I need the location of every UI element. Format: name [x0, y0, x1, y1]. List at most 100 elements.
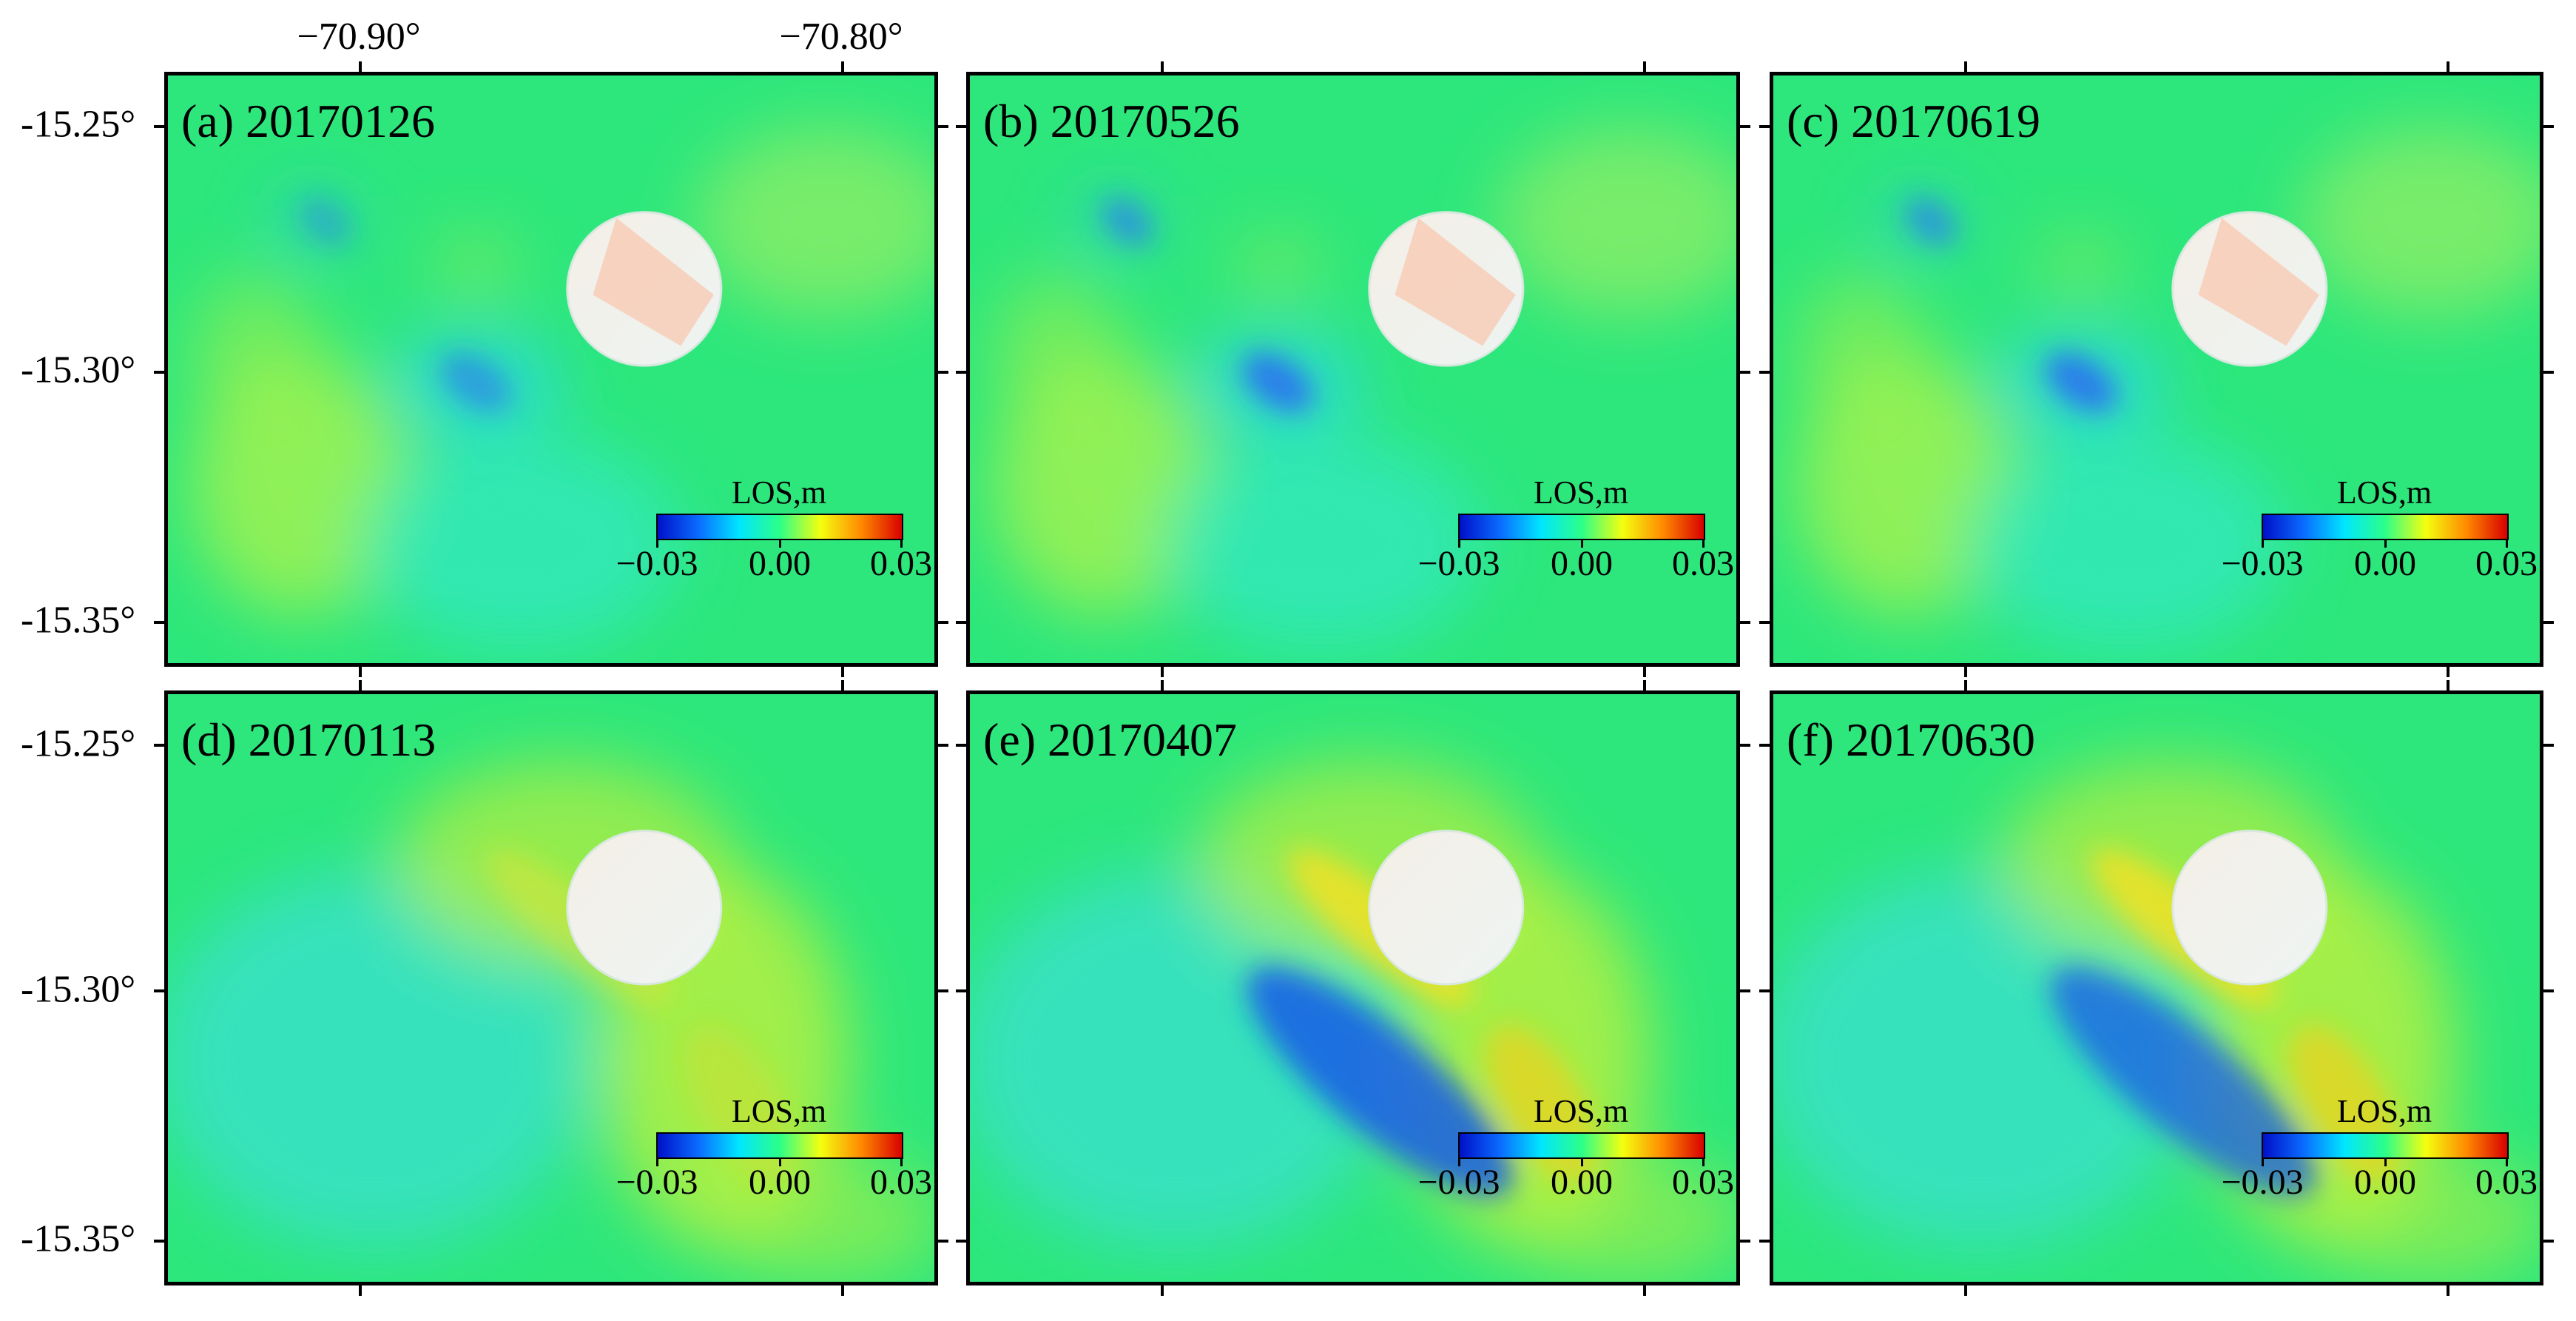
colorbar-tick-label: −0.03	[2221, 1163, 2304, 1202]
colorbar-tick	[1581, 1157, 1583, 1166]
axis-tick	[2447, 680, 2449, 690]
axis-tick	[2543, 371, 2554, 374]
axis-tick	[841, 1285, 844, 1296]
colorbar-tick-label: 0.03	[870, 544, 932, 583]
axis-tick	[359, 667, 362, 677]
latitude-label-bottom-1525: -15.25°	[21, 722, 136, 765]
longitude-label-70-90: −70.90°	[297, 16, 421, 58]
axis-tick	[1643, 61, 1646, 72]
colorbar-tick	[1702, 1157, 1705, 1166]
axis-tick	[154, 371, 164, 374]
axis-tick	[841, 667, 844, 677]
colorbar-tick-label: −0.03	[1417, 544, 1500, 583]
colorbar-tick-label: 0.00	[1551, 544, 1613, 583]
axis-tick	[2543, 125, 2554, 128]
axis-tick	[1643, 680, 1646, 690]
interferogram-panel: (d) 20170113 LOS,m −0.03 0.00 0.03	[164, 690, 938, 1285]
subsidence-lobes	[300, 198, 512, 413]
axis-tick	[938, 744, 948, 747]
axis-tick	[841, 680, 844, 690]
axis-tick	[956, 371, 966, 374]
latitude-label-bottom-1530: -15.30°	[21, 968, 136, 1011]
colorbar-tick	[2506, 539, 2508, 548]
interferogram-panel: (b) 20170526 LOS,m −0.03 0.00 0.03	[966, 72, 1740, 667]
colorbar-tick	[779, 539, 781, 548]
subsidence-lobes	[1905, 198, 2117, 413]
axis-tick	[1759, 371, 1770, 374]
deformation-patches	[991, 127, 1736, 653]
axis-tick	[1161, 667, 1164, 677]
axis-tick	[938, 621, 948, 624]
axis-tick	[2543, 621, 2554, 624]
colorbar-title: LOS,m	[2336, 474, 2432, 511]
los-deformation-map	[970, 694, 1736, 1282]
interferogram-panel: (f) 20170630 LOS,m −0.03 0.00 0.03	[1770, 690, 2543, 1285]
colorbar-gradient	[2262, 514, 2509, 540]
longitude-label-70-80: −70.80°	[779, 16, 903, 58]
colorbar-tick	[1458, 1157, 1460, 1166]
colorbar-title: LOS,m	[731, 474, 827, 511]
colorbar-tick	[779, 1157, 781, 1166]
colorbar-tick-label: −0.03	[616, 544, 698, 583]
summit-wedge	[593, 218, 714, 346]
colorbar-title: LOS,m	[1533, 1093, 1629, 1129]
axis-tick	[1964, 680, 1967, 690]
axis-tick	[1740, 744, 1750, 747]
colorbar-tick-label: 0.00	[2354, 544, 2416, 583]
latitude-label-top-1525: -15.25°	[21, 103, 136, 146]
subsidence-lobes	[1102, 198, 1314, 413]
axis-tick	[1740, 371, 1750, 374]
masked-volcano-summit	[566, 830, 723, 986]
interferogram-panel: (e) 20170407 LOS,m −0.03 0.00 0.03	[966, 690, 1740, 1285]
axis-tick	[1759, 1240, 1770, 1243]
colorbar-tick	[2384, 539, 2387, 548]
panel-title: (c) 20170619	[1787, 95, 2041, 147]
colorbar-tick-label: −0.03	[2221, 544, 2304, 583]
colorbar-title: LOS,m	[731, 1093, 827, 1129]
axis-tick	[1759, 744, 1770, 747]
colorbar-tick-label: 0.03	[1672, 544, 1734, 583]
colorbar-tick-label: 0.03	[2475, 1163, 2538, 1202]
los-deformation-map	[1773, 694, 2540, 1282]
axis-tick	[2447, 61, 2449, 72]
panel-title: (e) 20170407	[983, 713, 1238, 766]
axis-tick	[956, 744, 966, 747]
axis-tick	[956, 1240, 966, 1243]
latitude-label-bottom-1535: -15.35°	[21, 1217, 136, 1260]
axis-tick	[2447, 1285, 2449, 1296]
colorbar-gradient	[2262, 1132, 2509, 1159]
colorbar-title: LOS,m	[1533, 474, 1629, 511]
axis-tick	[1643, 1285, 1646, 1296]
axis-tick	[841, 61, 844, 72]
axis-tick	[154, 744, 164, 747]
colorbar-tick	[900, 1157, 903, 1166]
axis-tick	[359, 61, 362, 72]
masked-volcano-summit	[1368, 830, 1525, 986]
colorbar-tick-label: −0.03	[1417, 1163, 1500, 1202]
colorbar-tick-label: 0.00	[1551, 1163, 1613, 1202]
deformation-patches	[1795, 127, 2540, 653]
axis-tick	[938, 1240, 948, 1243]
axis-tick	[154, 1240, 164, 1243]
panel-title: (d) 20170113	[181, 713, 436, 766]
los-deformation-map	[970, 75, 1736, 663]
axis-tick	[1740, 125, 1750, 128]
los-deformation-map	[168, 75, 934, 663]
los-deformation-map	[1773, 75, 2540, 663]
axis-tick	[359, 680, 362, 690]
axis-tick	[1740, 1240, 1750, 1243]
colorbar-gradient	[1458, 514, 1705, 540]
colorbar-tick	[2262, 1157, 2264, 1166]
colorbar-tick-label: 0.03	[2475, 544, 2538, 583]
panel-title: (b) 20170526	[983, 95, 1240, 147]
axis-tick	[2543, 1240, 2554, 1243]
axis-tick	[1161, 680, 1164, 690]
axis-tick	[1740, 621, 1750, 624]
colorbar-gradient	[1458, 1132, 1705, 1159]
axis-tick	[1161, 1285, 1164, 1296]
colorbar-tick	[656, 1157, 658, 1166]
colorbar-tick	[2262, 539, 2264, 548]
axis-tick	[938, 125, 948, 128]
axis-tick	[1964, 667, 1967, 677]
colorbar-tick	[900, 539, 903, 548]
